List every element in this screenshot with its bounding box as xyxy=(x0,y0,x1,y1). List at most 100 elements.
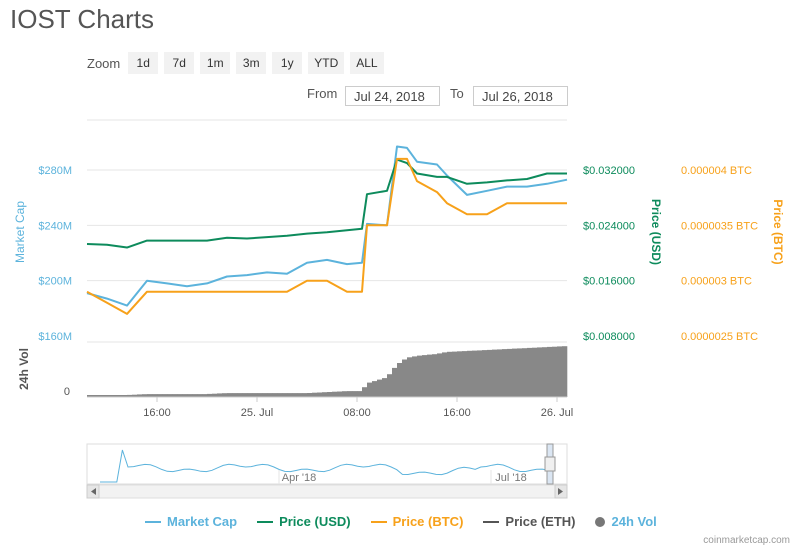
volume-bar xyxy=(512,348,518,397)
volume-bar xyxy=(372,381,378,397)
volume-bar xyxy=(322,392,328,397)
x-tick-label: 26. Jul xyxy=(541,407,573,419)
legend-label-market-cap: Market Cap xyxy=(167,514,238,529)
volume-bar xyxy=(292,393,298,397)
x-tick-label: 08:00 xyxy=(343,407,371,419)
volume-bar xyxy=(142,394,148,397)
navigator-frame xyxy=(86,443,568,485)
zoom-1d-button[interactable]: 1d xyxy=(128,52,159,74)
volume-bar xyxy=(127,394,133,397)
legend-item-price-eth[interactable]: Price (ETH) xyxy=(483,514,575,529)
volume-bar xyxy=(392,367,398,397)
volume-bar xyxy=(267,393,273,397)
volume-bar xyxy=(537,347,543,397)
price-btc-tick-label: 0.0000035 BTC xyxy=(681,220,758,232)
zoom-ytd-button[interactable]: YTD xyxy=(308,52,345,74)
x-tick-label: 16:00 xyxy=(443,407,471,419)
volume-bar xyxy=(462,351,468,397)
volume-bar xyxy=(552,346,558,397)
volume-bar xyxy=(317,392,323,397)
range-to-input[interactable] xyxy=(473,86,568,106)
chart-grid xyxy=(87,119,567,282)
market-cap-line xyxy=(86,145,568,307)
navigator-scrollbar-track xyxy=(86,484,568,499)
volume-bar xyxy=(457,351,463,397)
volume-bar xyxy=(397,363,403,397)
legend-item-volume[interactable]: 24h Vol xyxy=(595,514,657,529)
volume-bar xyxy=(272,393,278,397)
volume-bar xyxy=(192,394,198,397)
volume-bar xyxy=(147,394,153,397)
zoom-label: Zoom xyxy=(87,55,121,71)
legend-swatch-price-usd xyxy=(257,520,274,523)
volume-bar xyxy=(437,353,443,397)
volume-bar xyxy=(532,347,538,397)
volume-bar xyxy=(422,355,428,397)
legend-item-price-btc[interactable]: Price (BTC) xyxy=(370,514,463,529)
volume-bar xyxy=(302,393,308,397)
volume-bar xyxy=(477,350,483,397)
volume-bar xyxy=(507,348,513,397)
price-btc-line xyxy=(86,157,567,315)
volume-bar xyxy=(402,359,408,397)
volume-series xyxy=(87,341,568,398)
price-usd-tick-label: $0.008000 xyxy=(583,331,635,343)
volume-bar xyxy=(167,394,173,397)
legend-item-market-cap[interactable]: Market Cap xyxy=(145,514,237,529)
range-to-label: To xyxy=(450,86,464,101)
volume-bar xyxy=(237,393,243,397)
legend-swatch-price-btc xyxy=(370,520,387,523)
price-usd-tick-label: $0.016000 xyxy=(583,276,635,288)
price-chart[interactable]: $280M$240M$200M$160M $0.032000$0.024000$… xyxy=(0,0,800,510)
price-usd-axis: $0.032000 $0.024000 $0.016000 $0.008000 xyxy=(583,165,635,343)
market-cap-axis-title: Market Cap xyxy=(13,201,27,263)
price-btc-tick-label: 0.000004 BTC xyxy=(681,165,752,177)
volume-bar xyxy=(227,393,233,397)
volume-bar xyxy=(362,387,368,397)
zoom-1m-button[interactable]: 1m xyxy=(200,52,231,74)
navigator-tick-label: Apr '18 xyxy=(282,472,317,484)
volume-bar xyxy=(282,393,288,397)
legend-label-price-eth: Price (ETH) xyxy=(505,514,576,529)
volume-bar xyxy=(112,395,118,397)
zoom-3m-button[interactable]: 3m xyxy=(236,52,267,74)
volume-bar xyxy=(337,391,343,397)
price-btc-axis: 0.000004 BTC 0.0000035 BTC 0.000003 BTC 0.0… xyxy=(681,165,758,343)
volume-bar xyxy=(182,394,188,397)
volume-bar xyxy=(557,346,563,397)
legend-label-price-usd: Price (USD) xyxy=(279,514,351,529)
volume-bar xyxy=(522,348,528,397)
volume-bar xyxy=(442,352,448,397)
volume-bar xyxy=(157,394,163,397)
volume-bar xyxy=(407,357,413,397)
price-usd-line xyxy=(86,158,567,249)
volume-bar xyxy=(297,393,303,397)
volume-bar xyxy=(452,351,458,397)
legend-label-volume: 24h Vol xyxy=(611,514,657,529)
volume-bar xyxy=(262,393,268,397)
source-credit: coinmarketcap.com xyxy=(703,535,790,546)
page-title: IOST Charts xyxy=(10,4,155,34)
volume-bar xyxy=(427,354,433,397)
volume-bar xyxy=(447,351,453,397)
navigator[interactable]: Apr '18 Jul '18 xyxy=(86,443,568,499)
range-from-input[interactable] xyxy=(345,86,440,106)
navigator-handle xyxy=(544,456,556,472)
zoom-all-button[interactable]: ALL xyxy=(350,52,384,74)
zoom-7d-button[interactable]: 7d xyxy=(164,52,195,74)
legend-dot-volume xyxy=(595,516,606,527)
range-from-label: From xyxy=(307,86,338,101)
volume-bar xyxy=(387,374,393,397)
volume-axis-tick: 0 xyxy=(64,386,70,398)
price-usd-tick-label: $0.032000 xyxy=(583,165,635,177)
volume-bar xyxy=(117,395,123,397)
market-cap-tick-label: $160M xyxy=(38,331,72,343)
volume-bar xyxy=(307,393,313,397)
price-btc-axis-title: Price (BTC) xyxy=(771,199,785,264)
volume-bar xyxy=(527,347,533,397)
legend-item-price-usd[interactable]: Price (USD) xyxy=(257,514,351,529)
volume-bar xyxy=(432,354,438,397)
zoom-1y-button[interactable]: 1y xyxy=(272,52,303,74)
x-tick-label: 16:00 xyxy=(143,407,171,419)
volume-bar xyxy=(207,393,213,397)
